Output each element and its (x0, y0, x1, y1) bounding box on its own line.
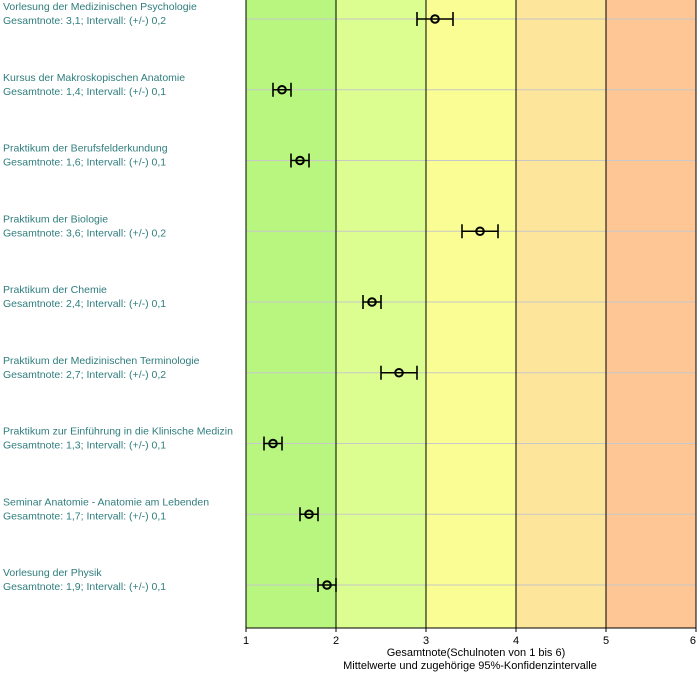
x-axis: 1 2 3 4 5 6 (243, 0, 697, 647)
course-name: Praktikum zur Einführung in die Klinisch… (3, 426, 233, 438)
x-tick-label: 6 (690, 635, 696, 647)
mean-marker (394, 367, 404, 378)
course-row: Praktikum der Chemie Gesamtnote: 2,4; Int… (3, 284, 382, 310)
course-row: Praktikum zur Einführung in die Klinisch… (3, 426, 283, 452)
course-row: Seminar Anatomie - Anatomie am Lebenden G… (3, 496, 319, 522)
mean-marker (475, 226, 485, 237)
x-tick-label: 4 (513, 635, 519, 647)
mean-marker (268, 438, 278, 449)
course-name: Praktikum der Berufsfelderkundung (3, 143, 168, 155)
course-stat: Gesamtnote: 2,7; Intervall: (+/-) 0,2 (3, 369, 166, 381)
mean-marker (430, 14, 440, 24)
course-stat: Gesamtnote: 1,6; Intervall: (+/-) 0,1 (3, 157, 166, 169)
mean-marker (322, 580, 332, 590)
x-tick-label: 3 (423, 635, 429, 647)
course-row: Vorlesung der Medizinischen Psychologie G… (3, 1, 454, 27)
course-row: Praktikum der Berufsfelderkundung Gesamtn… (3, 143, 310, 169)
chart-subtitle: Mittelwerte und zugehörige 95%-Konfidenz… (343, 660, 597, 672)
course-row: Praktikum der Biologie Gesamtnote: 3,6; I… (3, 213, 499, 239)
x-tick-label: 5 (603, 635, 609, 647)
x-axis-title: Gesamtnote(Schulnoten von 1 bis 6) (387, 647, 566, 659)
course-name: Kursus der Makroskopischen Anatomie (3, 72, 185, 84)
grade-band (426, 0, 516, 628)
course-stat: Gesamtnote: 1,9; Intervall: (+/-) 0,1 (3, 581, 166, 593)
course-row: Praktikum der Medizinischen Terminologie… (3, 355, 418, 381)
course-row: Vorlesung der Physik Gesamtnote: 1,9; Int… (3, 567, 337, 593)
course-name: Praktikum der Chemie (3, 284, 107, 296)
mean-marker (304, 509, 314, 520)
grade-band (246, 0, 336, 628)
course-row: Kursus der Makroskopischen Anatomie Gesam… (3, 72, 292, 98)
course-stat: Gesamtnote: 2,4; Intervall: (+/-) 0,1 (3, 298, 166, 310)
course-name: Vorlesung der Medizinischen Psychologie (3, 1, 197, 13)
course-stat: Gesamtnote: 1,4; Intervall: (+/-) 0,1 (3, 86, 166, 98)
course-name: Praktikum der Medizinischen Terminologie (3, 355, 200, 367)
x-tick-label: 1 (243, 635, 249, 647)
course-name: Praktikum der Biologie (3, 213, 108, 225)
x-tick-label: 2 (333, 635, 339, 647)
course-stat: Gesamtnote: 3,1; Intervall: (+/-) 0,2 (3, 15, 166, 27)
mean-marker (277, 84, 287, 95)
grade-band (606, 0, 696, 628)
course-name: Vorlesung der Physik (3, 567, 102, 579)
mean-marker (367, 297, 377, 307)
mean-marker (295, 155, 305, 166)
grade-band (336, 0, 426, 628)
course-stat: Gesamtnote: 1,7; Intervall: (+/-) 0,1 (3, 510, 166, 522)
course-stat: Gesamtnote: 3,6; Intervall: (+/-) 0,2 (3, 227, 166, 239)
grade-band (516, 0, 606, 628)
course-stat: Gesamtnote: 1,3; Intervall: (+/-) 0,1 (3, 440, 166, 452)
course-rows: Vorlesung der Medizinischen Psychologie G… (3, 1, 499, 593)
course-name: Seminar Anatomie - Anatomie am Lebenden (3, 496, 209, 508)
grade-bands (246, 0, 696, 628)
